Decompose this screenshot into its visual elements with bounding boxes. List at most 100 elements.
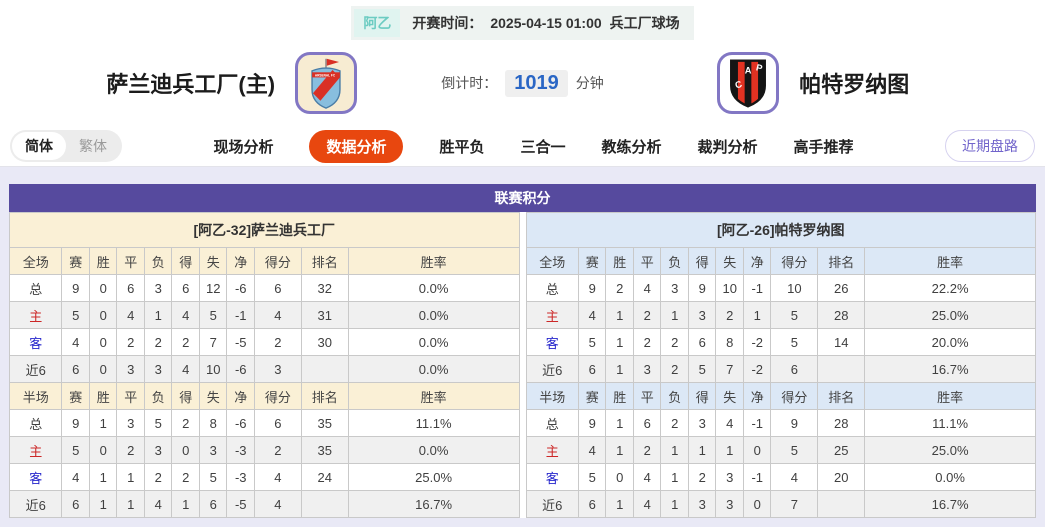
- stats-row: 总 9 1 6 2 3 4 -1 9 28 11.1%: [525, 409, 1036, 437]
- column-header-cell: 净: [742, 247, 772, 275]
- stat-cell: 9: [61, 274, 90, 302]
- stat-cell: 2: [143, 463, 173, 491]
- stat-cell: 3: [687, 490, 717, 518]
- stat-cell: 5: [770, 328, 819, 356]
- column-header-cell: 半场: [8, 382, 63, 410]
- tab-2[interactable]: 数据分析: [309, 129, 404, 163]
- stat-cell: 1: [143, 301, 173, 329]
- stat-cell: 3: [116, 409, 145, 437]
- column-header-cell: 失: [715, 247, 744, 275]
- stat-cell: 1: [605, 301, 634, 329]
- stats-row: 主 4 1 2 1 3 2 1 5 28 25.0%: [525, 301, 1036, 329]
- stats-row: 总 9 0 6 3 6 12 -6 6 32 0.0%: [8, 274, 520, 302]
- stat-cell: -3: [226, 463, 255, 491]
- stats-row: 客 5 1 2 2 6 8 -2 5 14 20.0%: [525, 328, 1036, 356]
- column-header-cell: 失: [198, 382, 228, 410]
- column-header-cell: 胜率: [347, 247, 520, 275]
- match-info-bar: 阿乙 开赛时间： 2025-04-15 01:00 兵工厂球场: [0, 0, 1045, 40]
- nav-bar: 简体 繁体 现场分析 数据分析 胜平负 三合一 教练分析 裁判分析 高手推荐 近期盘路: [0, 126, 1045, 167]
- stat-cell: 5: [577, 463, 607, 491]
- stat-cell: 20.0%: [864, 328, 1036, 356]
- stat-cell: [300, 355, 349, 383]
- stat-cell: 2: [253, 436, 302, 464]
- column-header-cell: 平: [116, 382, 145, 410]
- column-header-cell: 排名: [300, 382, 349, 410]
- countdown-unit: 分钟: [575, 75, 604, 91]
- stats-row: 近6 6 1 1 4 1 6 -5 4 16.7%: [8, 490, 520, 518]
- stat-cell: 0: [742, 436, 772, 464]
- column-header-cell: 负: [660, 382, 689, 410]
- row-label-cell: 主: [8, 301, 63, 329]
- stat-cell: 6: [632, 409, 662, 437]
- stat-cell: 2: [605, 274, 634, 302]
- row-label-cell: 总: [525, 409, 579, 437]
- stat-cell: 25.0%: [347, 463, 520, 491]
- stat-cell: 1: [88, 490, 118, 518]
- stat-cell: [817, 355, 866, 383]
- stat-cell: -1: [742, 409, 772, 437]
- stat-cell: 1: [660, 463, 689, 491]
- lang-simplified-button[interactable]: 简体: [12, 132, 66, 160]
- stat-cell: 25.0%: [864, 301, 1036, 329]
- column-header-cell: 胜: [605, 382, 634, 410]
- tab-6[interactable]: 裁判分析: [697, 138, 758, 156]
- stat-cell: 2: [143, 328, 173, 356]
- away-team-name: 帕特罗纳图: [799, 72, 910, 97]
- stat-cell: 16.7%: [864, 490, 1036, 518]
- stat-cell: 10: [198, 355, 228, 383]
- stat-cell: 11.1%: [347, 409, 520, 437]
- stat-cell: 4: [253, 490, 302, 518]
- arsenal-sarandi-crest-icon: ARSENAL FC: [311, 58, 341, 109]
- recent-trends-button[interactable]: 近期盘路: [945, 130, 1035, 162]
- stat-cell: 6: [198, 490, 228, 518]
- column-header-cell: 得: [687, 247, 717, 275]
- home-team-logo: ARSENAL FC: [295, 52, 358, 114]
- stat-cell: 5: [198, 463, 228, 491]
- column-header-cell: 得分: [770, 382, 819, 410]
- lang-traditional-button[interactable]: 繁体: [79, 138, 107, 154]
- stat-cell: 2: [116, 328, 145, 356]
- stat-cell: 35: [300, 436, 349, 464]
- stat-cell: 28: [817, 301, 866, 329]
- league-badge: 阿乙: [354, 9, 401, 37]
- stat-cell: 9: [61, 409, 90, 437]
- stat-cell: 3: [660, 274, 689, 302]
- stat-cell: 2: [116, 436, 145, 464]
- stat-cell: -1: [742, 463, 772, 491]
- stat-cell: 1: [116, 490, 145, 518]
- stat-cell: 5: [770, 436, 819, 464]
- column-header-cell: 胜: [88, 382, 118, 410]
- stat-cell: 6: [770, 355, 819, 383]
- stat-cell: 5: [198, 301, 228, 329]
- column-header-cell: 赛: [61, 382, 90, 410]
- stat-cell: 2: [660, 355, 689, 383]
- stat-cell: 10: [715, 274, 744, 302]
- tab-5[interactable]: 教练分析: [601, 138, 662, 156]
- tab-1[interactable]: 现场分析: [213, 138, 274, 156]
- stat-cell: 3: [116, 355, 145, 383]
- stats-row: 总 9 1 3 5 2 8 -6 6 35 11.1%: [8, 409, 520, 437]
- stat-cell: 4: [171, 355, 200, 383]
- stats-row: 客 5 0 4 1 2 3 -1 4 20 0.0%: [525, 463, 1036, 491]
- stat-cell: 25.0%: [864, 436, 1036, 464]
- tab-7[interactable]: 高手推荐: [793, 138, 854, 156]
- stat-cell: 22.2%: [864, 274, 1036, 302]
- stat-cell: 9: [577, 274, 607, 302]
- tab-4[interactable]: 三合一: [520, 138, 566, 156]
- stat-cell: 20: [817, 463, 866, 491]
- stats-row: 主 5 0 2 3 0 3 -3 2 35 0.0%: [8, 436, 520, 464]
- svg-text:C: C: [734, 79, 744, 91]
- stat-cell: [817, 490, 866, 518]
- stat-cell: 0.0%: [347, 328, 520, 356]
- column-header-cell: 得: [171, 382, 200, 410]
- stat-cell: 3: [687, 409, 717, 437]
- stat-cell: 16.7%: [347, 490, 520, 518]
- stat-cell: 2: [715, 301, 744, 329]
- home-stats-table: [阿乙-32]萨兰迪兵工厂 全场赛胜平负得失净得分 排名 胜率总 9 0 6 3 6 12 -6 6 3…: [8, 212, 520, 518]
- table-halves: [阿乙-32]萨兰迪兵工厂 全场赛胜平负得失净得分 排名 胜率总 9 0 6 3 6 12 -6 6 3…: [8, 212, 1036, 518]
- tab-3[interactable]: 胜平负: [439, 138, 485, 156]
- stat-cell: 0.0%: [347, 301, 520, 329]
- stat-cell: 6: [687, 328, 717, 356]
- stat-cell: 1: [88, 463, 118, 491]
- team-header-row: [阿乙-32]萨兰迪兵工厂: [9, 212, 520, 248]
